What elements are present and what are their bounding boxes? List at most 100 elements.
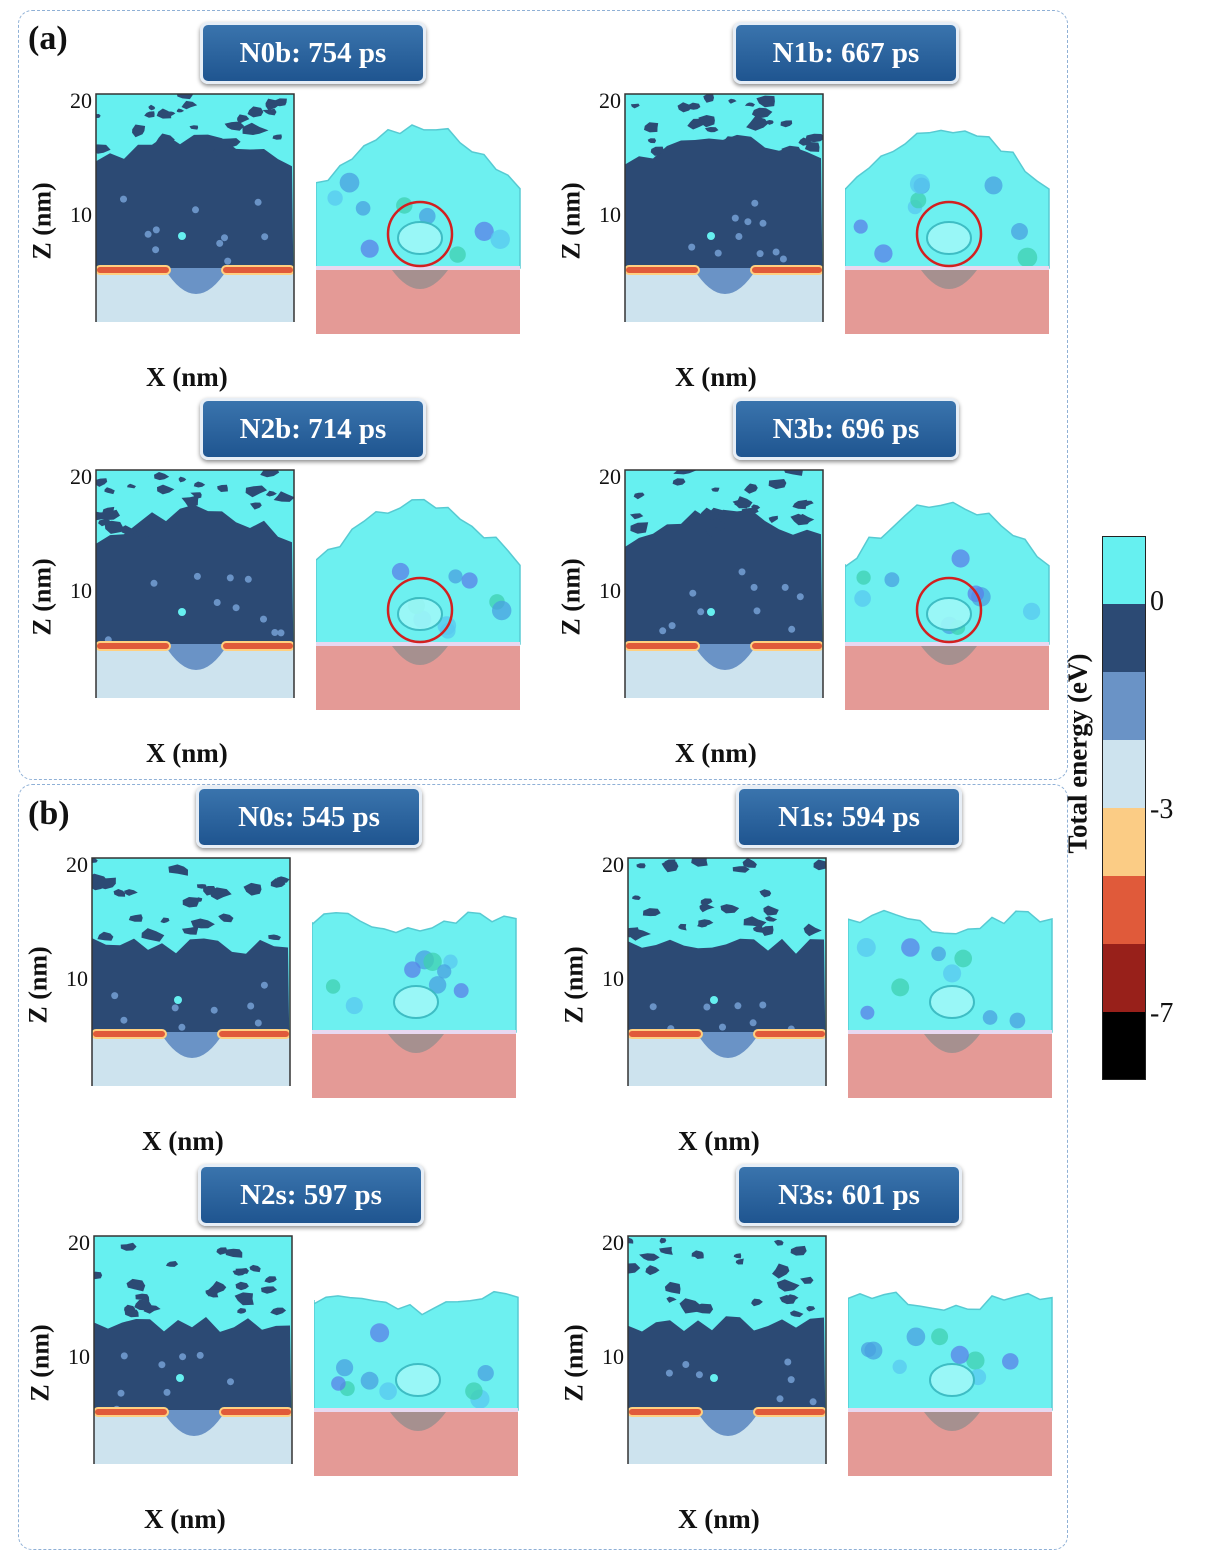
molecule-cluster bbox=[892, 1359, 907, 1374]
cluster-blob bbox=[270, 1307, 287, 1316]
y-axis-label: Z (nm) bbox=[27, 558, 57, 636]
cluster-blob bbox=[693, 1303, 714, 1314]
cluster-dot bbox=[254, 1019, 262, 1027]
molecule-cluster bbox=[345, 997, 363, 1015]
molecule-cluster bbox=[490, 229, 510, 250]
hot-wall-right bbox=[221, 265, 294, 275]
y-tick-label: 20 bbox=[70, 88, 92, 113]
cluster-blob bbox=[700, 898, 713, 906]
cluster-dot bbox=[271, 629, 279, 636]
molecule-cluster bbox=[331, 1376, 346, 1391]
cluster-dot bbox=[682, 1361, 690, 1368]
y-tick-label: 20 bbox=[599, 88, 621, 113]
molecule-cluster bbox=[379, 1382, 397, 1401]
md-snapshot bbox=[316, 124, 521, 334]
y-axis-label: Z (nm) bbox=[23, 946, 53, 1024]
cluster-blob bbox=[96, 144, 111, 154]
panel: N3s: 601 ps510152010Z (nm)X (nm) bbox=[560, 1164, 1086, 1534]
energy-map: 510152010 bbox=[66, 852, 291, 1086]
cluster-blob bbox=[642, 908, 661, 917]
cluster-dot bbox=[749, 1019, 757, 1027]
cluster-dot bbox=[738, 568, 746, 576]
cluster-dot bbox=[247, 1002, 255, 1010]
cluster-blob bbox=[190, 492, 202, 500]
cluster-blob bbox=[195, 897, 203, 902]
molecule-cluster bbox=[856, 938, 876, 957]
colorbar-segment bbox=[1102, 536, 1146, 604]
cluster-blob bbox=[724, 136, 742, 147]
cluster-blob bbox=[659, 1237, 667, 1244]
hot-wall-right bbox=[219, 1407, 292, 1417]
cluster-blob bbox=[647, 138, 657, 144]
plot-frame bbox=[93, 1235, 293, 1464]
molecule-cluster bbox=[327, 190, 343, 206]
molecule-cluster bbox=[453, 983, 469, 999]
cluster-blob bbox=[237, 1308, 247, 1314]
cluster-dot bbox=[111, 992, 119, 1000]
cluster-blob bbox=[732, 866, 750, 873]
cluster-blob bbox=[650, 146, 664, 156]
molecule-cluster bbox=[360, 1371, 379, 1390]
cluster-blob bbox=[743, 916, 767, 927]
y-tick-label: 10 bbox=[602, 966, 624, 991]
substrate-cavity bbox=[693, 644, 757, 670]
molecule-cluster bbox=[437, 964, 452, 979]
cluster-blob bbox=[156, 133, 175, 144]
cluster-dot bbox=[779, 255, 787, 263]
cluster-dot bbox=[210, 1006, 218, 1014]
substrate-cavity bbox=[164, 644, 228, 670]
hot-wall-left bbox=[96, 265, 171, 275]
section-b-frame bbox=[18, 784, 1068, 1550]
cluster-dot bbox=[776, 1395, 784, 1403]
interface-layer bbox=[316, 642, 520, 646]
cluster-blob bbox=[746, 116, 768, 131]
cluster-dot bbox=[809, 1398, 817, 1406]
cluster-blob bbox=[96, 114, 101, 118]
cluster-dot bbox=[152, 246, 160, 254]
cluster-blob bbox=[217, 484, 228, 492]
cluster-blob bbox=[741, 507, 759, 516]
y-tick-label: 10 bbox=[599, 578, 621, 603]
cluster-blob bbox=[235, 1281, 249, 1291]
cluster-blob bbox=[189, 125, 199, 130]
cluster-dot bbox=[697, 608, 705, 616]
hot-wall-right bbox=[750, 265, 823, 275]
molecule-cluster bbox=[428, 976, 447, 994]
molecule-cluster bbox=[461, 572, 478, 589]
energy-map: 510152010 bbox=[599, 464, 824, 698]
liquid-film bbox=[848, 1291, 1053, 1411]
substrate-cavity bbox=[160, 1032, 224, 1058]
substrate-cavity bbox=[696, 1410, 760, 1436]
molecule-cluster bbox=[901, 938, 920, 957]
molecule-cluster bbox=[370, 1323, 390, 1343]
cluster-blob bbox=[698, 919, 714, 926]
cluster-blob bbox=[104, 520, 123, 534]
section-a-frame bbox=[18, 10, 1068, 780]
cluster-dot bbox=[192, 206, 199, 214]
cluster-dot bbox=[117, 1389, 125, 1397]
cluster-blob bbox=[245, 485, 268, 498]
md-snapshot bbox=[316, 498, 521, 710]
molecule-cluster bbox=[355, 200, 371, 216]
molecule-cluster bbox=[491, 600, 512, 621]
colorbar-segment bbox=[1102, 604, 1146, 672]
cluster-blob bbox=[157, 484, 175, 495]
molecule-cluster bbox=[474, 221, 494, 241]
cluster-blob bbox=[119, 525, 138, 535]
md-snapshot bbox=[312, 911, 517, 1098]
cluster-blob bbox=[154, 472, 170, 481]
cluster-blob bbox=[703, 94, 714, 103]
cluster-dot bbox=[788, 625, 796, 633]
cluster-dot bbox=[689, 589, 697, 597]
cluster-dot bbox=[178, 1023, 186, 1031]
cluster-dot bbox=[227, 1378, 234, 1386]
cluster-blob bbox=[759, 889, 772, 898]
cluster-dot bbox=[750, 583, 758, 591]
cluster-blob bbox=[800, 1276, 814, 1284]
y-tick-label: 10 bbox=[66, 966, 88, 991]
cluster-blob bbox=[94, 1271, 103, 1280]
energy-map: 510152010 bbox=[70, 464, 295, 698]
nucleation-site bbox=[929, 1363, 975, 1397]
cluster-blob bbox=[268, 934, 281, 941]
cluster-blob bbox=[734, 496, 753, 508]
